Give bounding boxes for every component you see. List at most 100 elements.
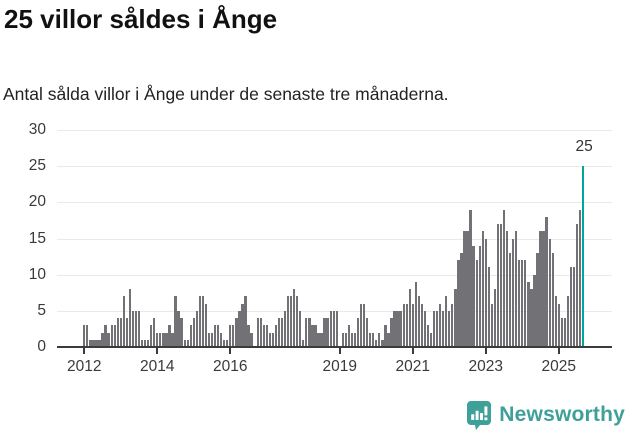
bar (223, 339, 226, 347)
x-tick-label-2019: 2019 (322, 358, 358, 375)
x-tick-mark-2014 (156, 348, 159, 354)
gridline-25 (57, 166, 612, 168)
bar (362, 303, 366, 347)
bar (186, 339, 189, 347)
bar (542, 231, 545, 347)
bar (405, 303, 408, 347)
bar (238, 310, 241, 347)
bar (244, 296, 247, 347)
bar (451, 303, 454, 347)
bar (271, 332, 275, 347)
bar (232, 325, 235, 347)
bar (150, 325, 153, 347)
x-tick-mark-2021 (411, 348, 414, 354)
bar (487, 267, 490, 347)
bar (119, 318, 122, 347)
bar (460, 252, 463, 347)
bar (289, 296, 293, 347)
gridline-30 (57, 130, 612, 131)
page-title: 25 villor såldes i Ånge (4, 4, 278, 34)
bar (226, 339, 229, 347)
bar (548, 238, 551, 347)
bar (116, 318, 119, 347)
bar (521, 260, 524, 347)
bar (454, 289, 457, 347)
y-tick-label-5: 5 (37, 301, 46, 319)
gridline-20 (57, 202, 612, 204)
bar (320, 332, 323, 347)
bar (560, 318, 563, 347)
bar (466, 231, 469, 347)
bar (387, 332, 390, 347)
bar (557, 303, 560, 347)
bar (195, 310, 198, 347)
bar (326, 318, 329, 347)
bar (359, 303, 363, 347)
bar (536, 252, 539, 347)
bar (137, 310, 141, 347)
bar (153, 318, 156, 347)
brand-name: Newsworthy (499, 403, 625, 426)
bar (426, 325, 430, 347)
bar (216, 325, 220, 347)
bar (350, 332, 354, 347)
x-tick-label-2025: 2025 (541, 358, 577, 375)
bar (210, 332, 214, 347)
bar (125, 318, 129, 347)
bar (366, 318, 369, 347)
x-tick-mark-2012 (83, 348, 86, 354)
bar (411, 303, 414, 347)
bar (457, 260, 460, 347)
bar (472, 245, 475, 347)
bar (435, 310, 439, 347)
bar (533, 274, 536, 347)
bar (378, 332, 381, 347)
bar (265, 325, 268, 347)
bar (131, 310, 135, 347)
y-tick-label-30: 30 (28, 121, 46, 138)
bar (286, 296, 290, 347)
bar (140, 339, 144, 347)
bar (372, 332, 375, 347)
x-tick-mark-2023 (484, 348, 487, 354)
bar (566, 296, 570, 347)
brand-footer: Newsworthy (466, 399, 625, 431)
bar (293, 289, 296, 347)
bar (469, 209, 472, 347)
bar (356, 318, 360, 347)
bar (572, 267, 576, 347)
bar (204, 303, 208, 347)
bar (502, 209, 506, 347)
bar (305, 318, 308, 347)
bar (429, 332, 433, 347)
bar (493, 289, 497, 347)
newsworthy-logo-icon (467, 401, 492, 430)
bar (323, 318, 326, 347)
bar (165, 332, 168, 347)
bar (101, 332, 104, 347)
bar (95, 339, 98, 347)
bar (393, 310, 396, 347)
x-tick-mark-2019 (338, 348, 341, 354)
bar (575, 224, 579, 347)
bar (159, 332, 162, 347)
bar (277, 318, 281, 347)
bar (256, 318, 259, 347)
bar (283, 310, 287, 347)
bar (448, 310, 451, 347)
bar (475, 260, 478, 347)
bar (402, 303, 405, 347)
bar (527, 281, 530, 347)
bar (104, 325, 107, 347)
bar (420, 303, 424, 347)
x-tick-label-2012: 2012 (67, 358, 102, 375)
bar (414, 281, 417, 347)
bar (183, 339, 186, 347)
bar (180, 318, 183, 347)
bar (530, 289, 533, 347)
bar (299, 310, 302, 347)
bar (381, 339, 384, 347)
bar (399, 310, 402, 347)
y-tick-label-0: 0 (37, 338, 46, 355)
bar (551, 252, 554, 347)
